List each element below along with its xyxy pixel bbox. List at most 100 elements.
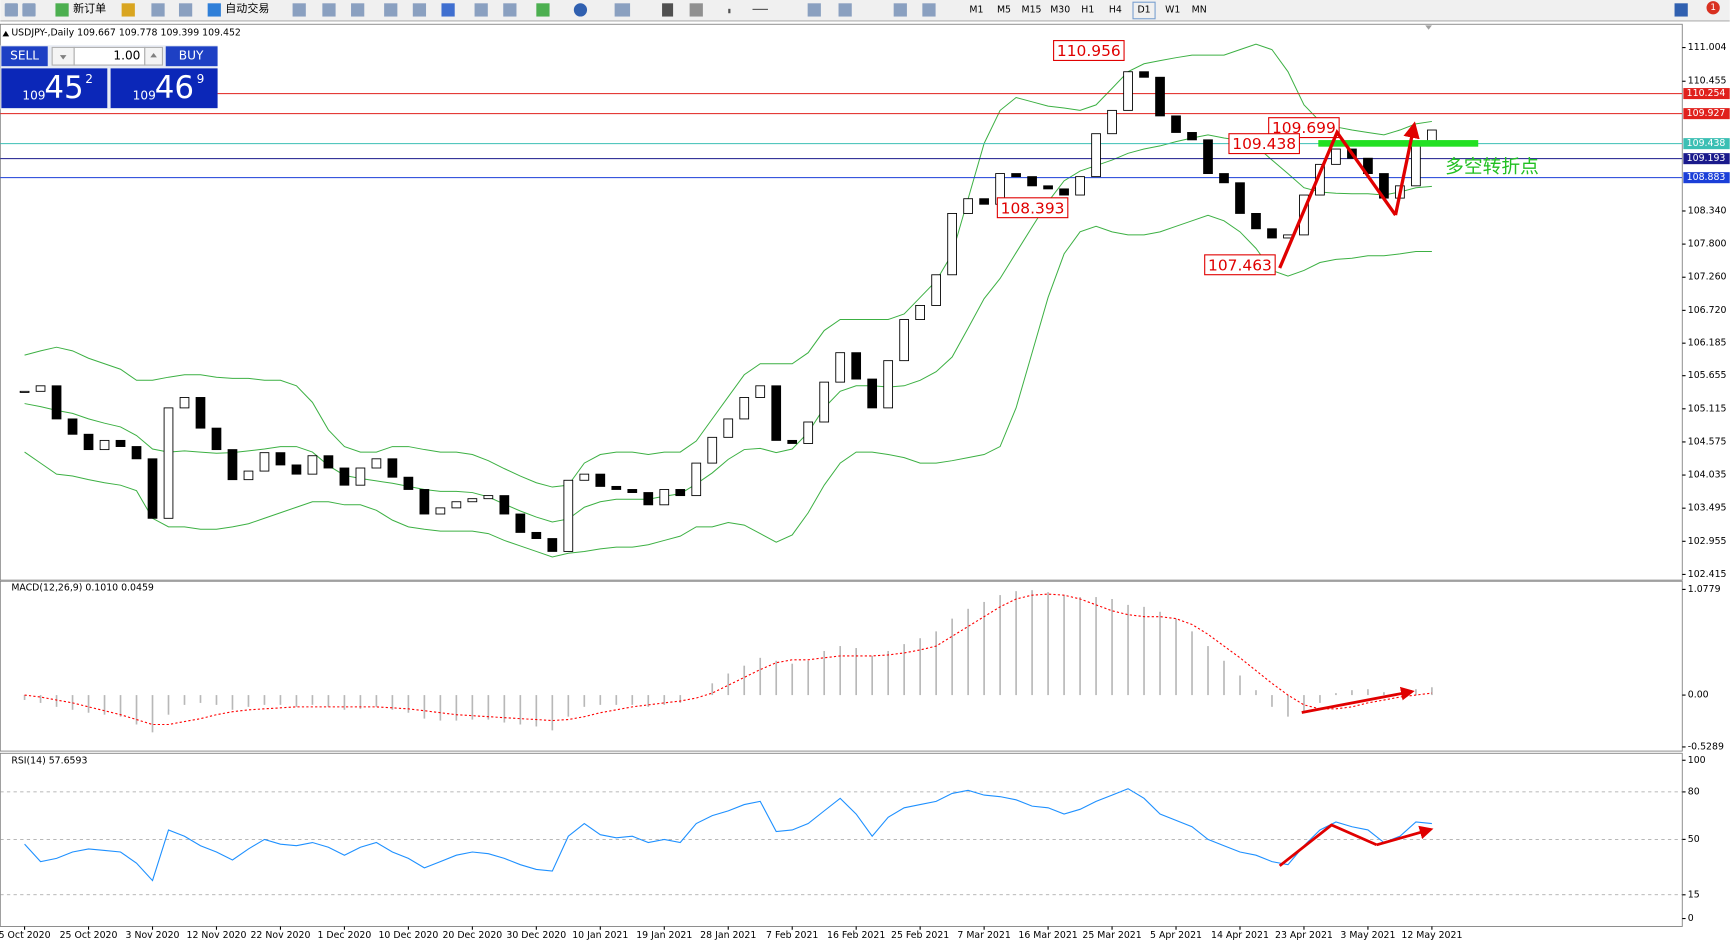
rsi-line — [24, 788, 1432, 882]
timeframe-button[interactable]: M30 — [1050, 4, 1070, 15]
timeframe-button[interactable]: M15 — [1022, 4, 1042, 15]
icon[interactable] — [728, 8, 731, 14]
candle — [51, 385, 62, 420]
price-level-label: 109.927 — [1687, 108, 1726, 119]
candle — [771, 385, 782, 441]
price-annotation-box — [1053, 40, 1125, 61]
icon[interactable] — [22, 3, 36, 17]
macd-panel — [0, 580, 1683, 752]
timeframe-button[interactable]: H1 — [1081, 4, 1094, 15]
spinner-arrow — [59, 55, 67, 60]
icon[interactable] — [322, 3, 336, 17]
icon[interactable] — [474, 3, 488, 17]
ask-box[interactable] — [110, 68, 218, 109]
x-tick-label: 10 Jan 2021 — [572, 930, 628, 941]
sell-label[interactable]: SELL — [10, 49, 39, 63]
lot-value[interactable]: 1.00 — [113, 49, 140, 63]
candle — [1075, 176, 1085, 196]
notification-badge[interactable] — [1706, 1, 1720, 15]
icon[interactable] — [207, 3, 221, 17]
x-tick-label: 16 Feb 2021 — [827, 930, 885, 941]
active-timeframe — [1132, 1, 1156, 20]
candle — [867, 378, 878, 409]
icon[interactable] — [689, 3, 703, 17]
icon[interactable] — [292, 3, 306, 17]
new-order-button[interactable]: 新订单 — [73, 1, 106, 15]
notification-count: 1 — [1710, 3, 1716, 13]
candle — [659, 489, 670, 506]
y-tick-label: 104.035 — [1688, 470, 1727, 481]
candle — [371, 458, 382, 469]
candle — [531, 531, 542, 539]
timeframe-button[interactable]: MN — [1192, 4, 1207, 15]
icon[interactable] — [55, 3, 69, 17]
bid-pips[interactable]: 45 — [44, 70, 83, 106]
ask-big-figure[interactable]: 109 — [133, 88, 156, 102]
ask-fraction[interactable]: 9 — [197, 72, 205, 86]
candle — [579, 473, 590, 481]
icon[interactable] — [121, 3, 135, 17]
candle — [243, 470, 254, 481]
icon[interactable] — [384, 3, 398, 17]
icon[interactable] — [807, 3, 821, 17]
sell-button[interactable] — [1, 46, 48, 67]
y-tick-label: 50 — [1688, 834, 1700, 845]
icon[interactable] — [178, 3, 193, 17]
price-level-tag — [1683, 88, 1730, 100]
icon[interactable] — [662, 3, 674, 17]
candle — [195, 397, 206, 429]
shift-marker — [1425, 25, 1432, 30]
icon[interactable] — [1674, 3, 1688, 17]
panel-title: RSI(14) 57.6593 — [11, 756, 87, 767]
y-tick-label: 111.004 — [1688, 42, 1727, 53]
icon[interactable] — [838, 3, 852, 17]
timeframe-button[interactable]: D1 — [1137, 4, 1150, 15]
x-tick-label: 7 Mar 2021 — [957, 930, 1010, 941]
candle — [1059, 188, 1069, 196]
icon[interactable] — [441, 3, 455, 17]
icon[interactable] — [922, 3, 936, 17]
icon[interactable] — [536, 3, 550, 17]
timeframe-button[interactable]: H4 — [1109, 4, 1122, 15]
bid-big-figure[interactable]: 109 — [22, 88, 45, 102]
price-level-tag — [1683, 108, 1730, 120]
panel-title: MACD(12,26,9) 0.1010 0.0459 — [11, 582, 154, 593]
icon[interactable] — [573, 3, 588, 17]
candle — [1235, 182, 1245, 214]
ask-pips[interactable]: 46 — [155, 70, 194, 106]
icon[interactable] — [412, 3, 427, 17]
candle — [627, 489, 638, 493]
bid-box[interactable] — [1, 68, 108, 109]
icon[interactable] — [893, 3, 907, 17]
icon[interactable] — [503, 3, 517, 17]
timeframe-button[interactable]: M5 — [997, 4, 1011, 15]
y-tick-label: 0 — [1688, 913, 1694, 924]
timeframe-button[interactable]: W1 — [1165, 4, 1180, 15]
x-tick-label: 12 Nov 2020 — [187, 930, 247, 941]
candle — [291, 464, 302, 475]
symbol-marker — [2, 30, 10, 37]
icon[interactable] — [752, 8, 768, 10]
buy-button[interactable] — [165, 46, 218, 67]
candle — [979, 198, 989, 205]
panel-title: USDJPY-,Daily 109.667 109.778 109.399 10… — [11, 28, 241, 39]
x-tick-label: 25 Oct 2020 — [60, 930, 118, 941]
candle — [259, 452, 270, 472]
buy-label[interactable]: BUY — [179, 49, 204, 63]
icon[interactable] — [151, 3, 165, 17]
x-tick-label: 1 Dec 2020 — [317, 930, 371, 941]
candle — [851, 352, 862, 380]
price-level-tag — [1683, 172, 1730, 184]
bid-fraction[interactable]: 2 — [85, 72, 93, 86]
icon[interactable] — [351, 3, 365, 17]
price-level-label: 108.883 — [1687, 172, 1726, 183]
x-tick-label: 25 Feb 2021 — [891, 930, 949, 941]
timeframe-button[interactable]: M1 — [969, 4, 983, 15]
auto-trading-button[interactable]: 自动交易 — [225, 1, 269, 15]
icon[interactable] — [614, 3, 631, 17]
icon[interactable] — [4, 3, 18, 17]
candle — [547, 538, 558, 552]
pivot-note: 多空转折点 — [1445, 157, 1539, 178]
candle — [1187, 132, 1197, 141]
